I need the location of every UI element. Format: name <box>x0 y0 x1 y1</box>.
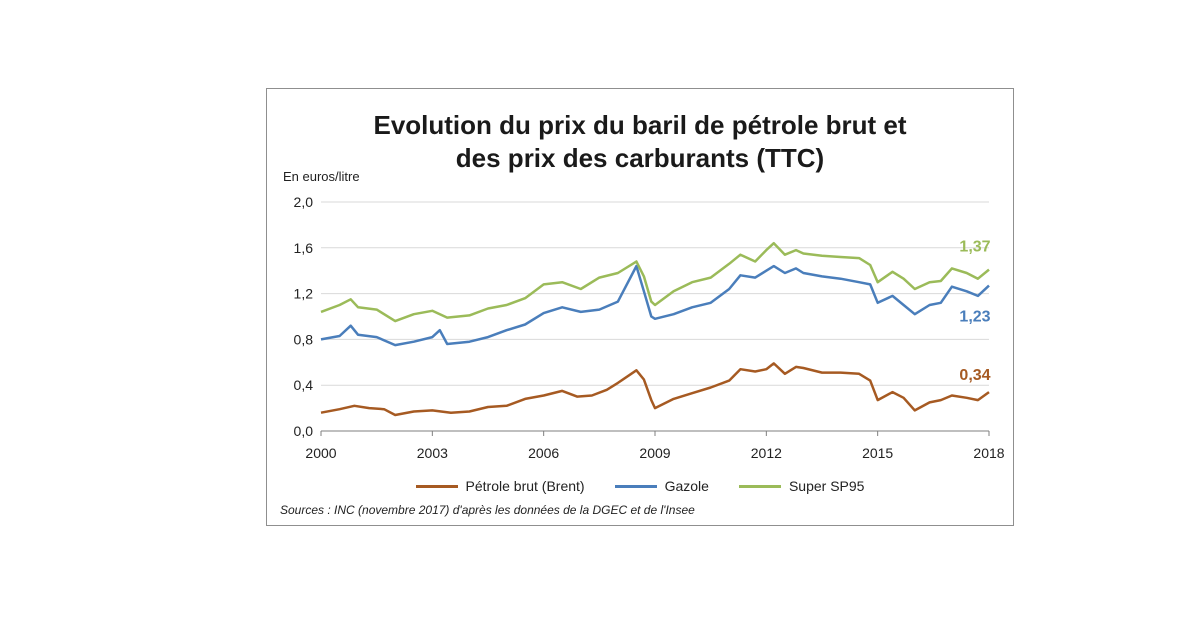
legend-label-gazole: Gazole <box>664 478 709 494</box>
legend-label-brent: Pétrole brut (Brent) <box>465 478 585 494</box>
source-note: Sources : INC (novembre 2017) d'après le… <box>280 503 695 517</box>
y-tick-label: 1,6 <box>294 240 314 256</box>
legend-swatch-brent <box>415 484 458 488</box>
y-axis-unit-label: En euros/litre <box>283 169 360 184</box>
series-line-brent <box>320 362 990 417</box>
x-tick-label: 2015 <box>862 445 893 461</box>
chart-legend: Pétrole brut (Brent) Gazole Super SP95 <box>267 478 1013 494</box>
x-tick-label: 2009 <box>639 445 670 461</box>
legend-swatch-gazole <box>614 484 657 488</box>
y-tick-label: 1,2 <box>294 286 314 302</box>
legend-label-sp95: Super SP95 <box>788 478 865 494</box>
legend-item-sp95: Super SP95 <box>738 478 865 494</box>
chart-frame: Evolution du prix du baril de pétrole br… <box>266 88 1014 526</box>
series-line-sp95 <box>320 241 990 323</box>
end-value-label-brent: 0,34 <box>959 367 990 384</box>
x-tick-label: 2018 <box>973 445 1004 461</box>
y-tick-label: 0,4 <box>294 377 314 393</box>
y-tick-label: 0,0 <box>294 423 314 439</box>
chart-title-line-2: des prix des carburants (TTC) <box>455 143 825 173</box>
legend-swatch-sp95 <box>738 484 781 488</box>
series-line-gazole <box>320 264 990 347</box>
x-tick-label: 2000 <box>305 445 336 461</box>
legend-item-gazole: Gazole <box>614 478 709 494</box>
x-tick-label: 2012 <box>751 445 782 461</box>
chart-title: Evolution du prix du baril de pétrole br… <box>267 109 1013 175</box>
end-value-label-gazole: 1,23 <box>959 309 990 326</box>
chart-title-line-1: Evolution du prix du baril de pétrole br… <box>373 110 907 140</box>
x-tick-label: 2006 <box>528 445 559 461</box>
x-tick-label: 2003 <box>417 445 448 461</box>
line-chart: 0,0 0,4 0,8 1,2 1,6 2,0 2000 2003 2006 2009 2012 20… <box>294 194 1005 461</box>
end-value-label-sp95: 1,37 <box>959 239 990 256</box>
y-tick-label: 2,0 <box>294 194 314 210</box>
legend-item-brent: Pétrole brut (Brent) <box>415 478 585 494</box>
y-tick-label: 0,8 <box>294 331 314 347</box>
